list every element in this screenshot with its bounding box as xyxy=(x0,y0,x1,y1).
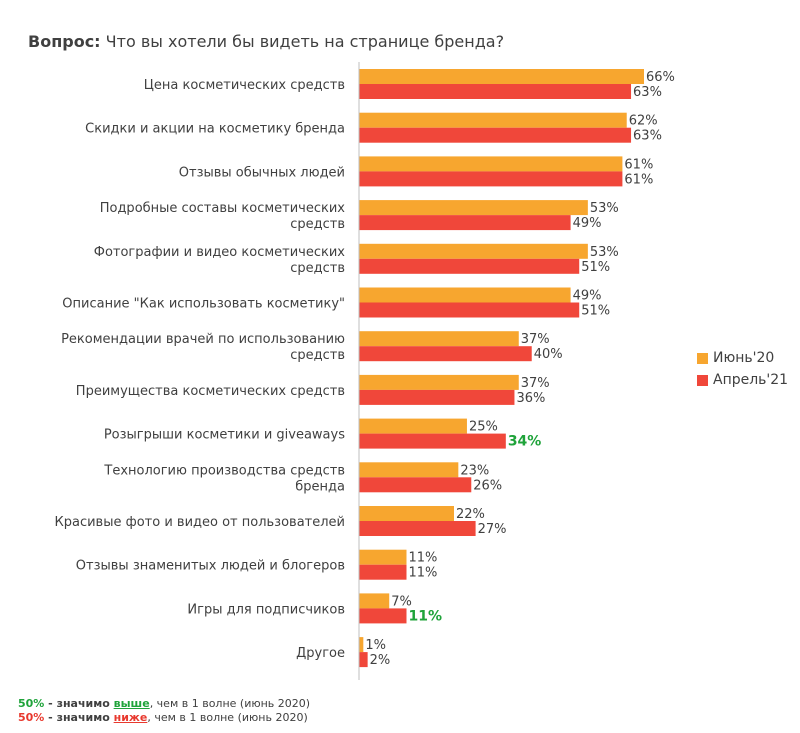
bar-jun20 xyxy=(359,374,519,390)
category-label: Фотографии и видео косметических средств xyxy=(94,245,346,276)
data-label: 1% xyxy=(365,638,386,653)
bar-apr21 xyxy=(359,171,623,187)
bar-jun20 xyxy=(359,112,627,128)
bar-apr21 xyxy=(359,477,472,493)
bar-jun20 xyxy=(359,462,459,478)
footnote-higher: 50% - значимо выше, чем в 1 волне (июнь … xyxy=(18,697,310,711)
bar-apr21 xyxy=(359,258,580,274)
bar-apr21 xyxy=(359,84,632,99)
category-label: Игры для подписчиков xyxy=(187,602,345,617)
category-label: Красивые фото и видео от пользователей xyxy=(55,515,346,530)
data-label: 61% xyxy=(624,172,653,187)
data-label: 40% xyxy=(534,347,563,362)
category-label: Розыгрыши косметики и giveaways xyxy=(104,428,345,443)
data-label: 49% xyxy=(573,216,602,231)
bar-apr21 xyxy=(359,346,532,362)
legend-item-jun20: Июнь'20 xyxy=(697,350,788,366)
category-label: Отзывы знаменитых людей и блогеров xyxy=(76,559,345,574)
question-text: Что вы хотели бы видеть на странице брен… xyxy=(105,32,505,51)
category-label: Цена косметических средств xyxy=(144,78,345,93)
data-label: 26% xyxy=(473,478,502,493)
data-label: 37% xyxy=(521,376,550,391)
bar-apr21 xyxy=(359,521,476,536)
data-label: 63% xyxy=(633,85,662,100)
data-label: 51% xyxy=(581,260,610,275)
data-label: 61% xyxy=(624,157,653,172)
data-label: 11% xyxy=(409,551,438,566)
data-label: 53% xyxy=(590,245,619,260)
category-label: Другое xyxy=(296,646,345,661)
bar-jun20 xyxy=(359,331,519,347)
bar-apr21 xyxy=(359,433,506,449)
data-label: 34% xyxy=(508,434,542,450)
bar-jun20 xyxy=(359,637,364,653)
data-label: 25% xyxy=(469,420,498,435)
data-label: 22% xyxy=(456,507,485,522)
data-label: 62% xyxy=(629,114,658,129)
data-label: 27% xyxy=(478,522,507,537)
footnote-higher-rest: , чем в 1 волне (июнь 2020) xyxy=(149,697,311,710)
data-label: 51% xyxy=(581,304,610,319)
legend-label-apr21: Апрель'21 xyxy=(713,372,789,388)
bar-jun20 xyxy=(359,243,588,259)
category-label: Отзывы обычных людей xyxy=(179,165,345,180)
bar-jun20 xyxy=(359,506,454,521)
legend-swatch-jun20 xyxy=(697,352,708,364)
data-label: 11% xyxy=(409,608,443,624)
bar-jun20 xyxy=(359,200,588,216)
legend: Июнь'20 Апрель'21 xyxy=(697,350,788,394)
bar-apr21 xyxy=(359,127,632,143)
category-label: Рекомендации врачей по использованию сред… xyxy=(61,332,345,363)
footnote-higher-dash: - значимо xyxy=(44,697,114,710)
footnotes: 50% - значимо выше, чем в 1 волне (июнь … xyxy=(18,697,310,725)
category-label: Описание "Как использовать косметику" xyxy=(62,297,345,312)
bar-apr21 xyxy=(359,215,571,231)
bar-jun20 xyxy=(359,418,467,434)
category-label: Скидки и акции на косметику бренда xyxy=(85,122,345,137)
footnote-higher-word: выше xyxy=(113,697,150,710)
data-label: 36% xyxy=(516,391,545,406)
data-label: 11% xyxy=(409,566,438,581)
legend-swatch-apr21 xyxy=(697,374,708,386)
question-label: Вопрос: xyxy=(28,32,101,51)
bar-jun20 xyxy=(359,287,571,303)
footnote-lower: 50% - значимо ниже, чем в 1 волне (июнь … xyxy=(18,711,310,725)
category-label: Преимущества косметических средств xyxy=(76,384,345,399)
bar-apr21 xyxy=(359,564,407,580)
bar-apr21 xyxy=(359,389,515,405)
category-label: Подробные составы косметических средств xyxy=(100,201,346,232)
category-label: Технологию производства средств бренда xyxy=(103,463,345,494)
data-label: 53% xyxy=(590,201,619,216)
footnote-higher-pct: 50% xyxy=(18,697,45,710)
footnote-lower-pct: 50% xyxy=(18,711,45,724)
bar-jun20 xyxy=(359,549,407,565)
data-label: 2% xyxy=(370,653,391,668)
chart-title: Вопрос: Что вы хотели бы видеть на стран… xyxy=(28,32,504,51)
footnote-lower-rest: , чем в 1 волне (июнь 2020) xyxy=(147,711,308,724)
bar-jun20 xyxy=(359,69,644,84)
bar-apr21 xyxy=(359,652,368,668)
footnote-lower-dash: - значимо xyxy=(44,711,114,724)
footnote-lower-word: ниже xyxy=(113,711,148,724)
bar-apr21 xyxy=(359,608,407,624)
bar-apr21 xyxy=(359,302,580,318)
data-label: 37% xyxy=(521,332,550,347)
data-label: 63% xyxy=(633,129,662,144)
bar-jun20 xyxy=(359,593,390,609)
legend-item-apr21: Апрель'21 xyxy=(697,372,788,388)
data-label: 66% xyxy=(646,70,675,85)
data-label: 7% xyxy=(391,594,412,609)
data-label: 49% xyxy=(573,289,602,304)
bar-jun20 xyxy=(359,156,623,172)
data-label: 23% xyxy=(460,463,489,478)
legend-label-jun20: Июнь'20 xyxy=(713,350,775,366)
